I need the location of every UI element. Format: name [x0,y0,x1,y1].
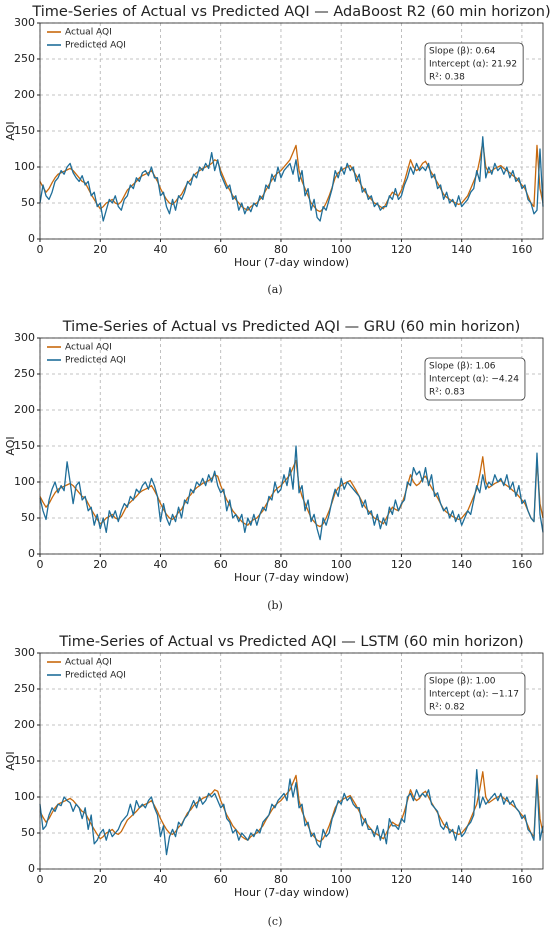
legend-label: Actual AQI [65,28,112,38]
x-tick-label: 100 [331,558,352,571]
annotation: Intercept (α): −4.24 [429,375,519,385]
annotation-box [424,357,526,401]
x-tick-label: 60 [214,873,228,886]
annotation: R²: 0.83 [429,388,465,398]
annotation: Slope (β): 1.00 [429,677,496,687]
series-line [39,136,544,222]
y-tick-label: 0 [28,547,35,560]
series-line [39,456,544,528]
x-tick-label: 160 [511,558,532,571]
plot-frame [39,652,544,870]
series-line [39,771,544,843]
y-tick-label: 250 [14,682,35,695]
x-tick-label: 60 [214,558,228,571]
x-tick-label: 20 [93,243,107,256]
x-tick-label: 140 [451,873,472,886]
chart-title: Time-Series of Actual vs Predicted AQI —… [58,634,523,650]
x-tick-label: 0 [37,558,44,571]
annotation-box [424,672,526,716]
y-tick-label: 300 [14,331,35,344]
x-tick-label: 40 [153,558,167,571]
x-tick-label: 0 [37,873,44,886]
legend-label: Predicted AQI [65,671,126,681]
x-tick-label: 20 [93,558,107,571]
x-tick-label: 100 [331,243,352,256]
chart-title: Time-Series of Actual vs Predicted AQI —… [62,319,521,335]
y-tick-label: 50 [21,196,35,209]
y-tick-label: 0 [28,862,35,875]
y-tick-label: 0 [28,232,35,245]
y-tick-label: 200 [14,403,35,416]
x-tick-label: 80 [274,243,288,256]
legend-label: Predicted AQI [65,356,126,366]
legend-label: Actual AQI [65,343,112,353]
series-line [39,141,544,213]
x-axis-label: Hour (7-day window) [234,886,349,899]
y-tick-label: 300 [14,646,35,659]
annotation: Slope (β): 1.06 [429,362,496,372]
y-tick-label: 100 [14,475,35,488]
x-tick-label: 100 [331,873,352,886]
y-axis-label: AQI [4,436,17,455]
plot-frame [39,337,544,555]
x-tick-label: 120 [391,873,412,886]
y-axis-label: AQI [4,751,17,770]
caption: (c) [268,915,283,928]
annotation: Intercept (α): 21.92 [429,60,517,70]
x-tick-label: 80 [274,558,288,571]
x-tick-label: 120 [391,243,412,256]
x-tick-label: 40 [153,873,167,886]
caption: (a) [267,283,282,296]
x-tick-label: 40 [153,243,167,256]
annotation-box [424,42,524,86]
x-tick-label: 0 [37,243,44,256]
x-tick-label: 80 [274,873,288,886]
y-tick-label: 150 [14,124,35,137]
y-tick-label: 100 [14,160,35,173]
y-axis-label: AQI [4,121,17,140]
annotation: Intercept (α): −1.17 [429,690,519,700]
series-line [39,445,544,541]
x-tick-label: 60 [214,243,228,256]
y-tick-label: 150 [14,439,35,452]
x-tick-label: 20 [93,873,107,886]
plot-frame [39,22,544,240]
x-axis-label: Hour (7-day window) [234,256,349,269]
y-tick-label: 100 [14,790,35,803]
y-tick-label: 50 [21,826,35,839]
annotation: R²: 0.38 [429,73,465,83]
series-line [39,768,544,856]
x-axis-label: Hour (7-day window) [234,571,349,584]
y-tick-label: 150 [14,754,35,767]
annotation: Slope (β): 0.64 [429,47,496,57]
y-tick-label: 50 [21,511,35,524]
x-tick-label: 160 [511,243,532,256]
annotation: R²: 0.82 [429,703,465,713]
x-tick-label: 140 [451,243,472,256]
caption: (b) [267,599,283,612]
y-tick-label: 250 [14,367,35,380]
chart-title: Time-Series of Actual vs Predicted AQI —… [31,4,550,20]
y-tick-label: 200 [14,88,35,101]
x-tick-label: 160 [511,873,532,886]
y-tick-label: 200 [14,718,35,731]
y-tick-label: 300 [14,16,35,29]
x-tick-label: 120 [391,558,412,571]
legend-label: Predicted AQI [65,41,126,51]
y-tick-label: 250 [14,52,35,65]
x-tick-label: 140 [451,558,472,571]
legend-label: Actual AQI [65,658,112,668]
